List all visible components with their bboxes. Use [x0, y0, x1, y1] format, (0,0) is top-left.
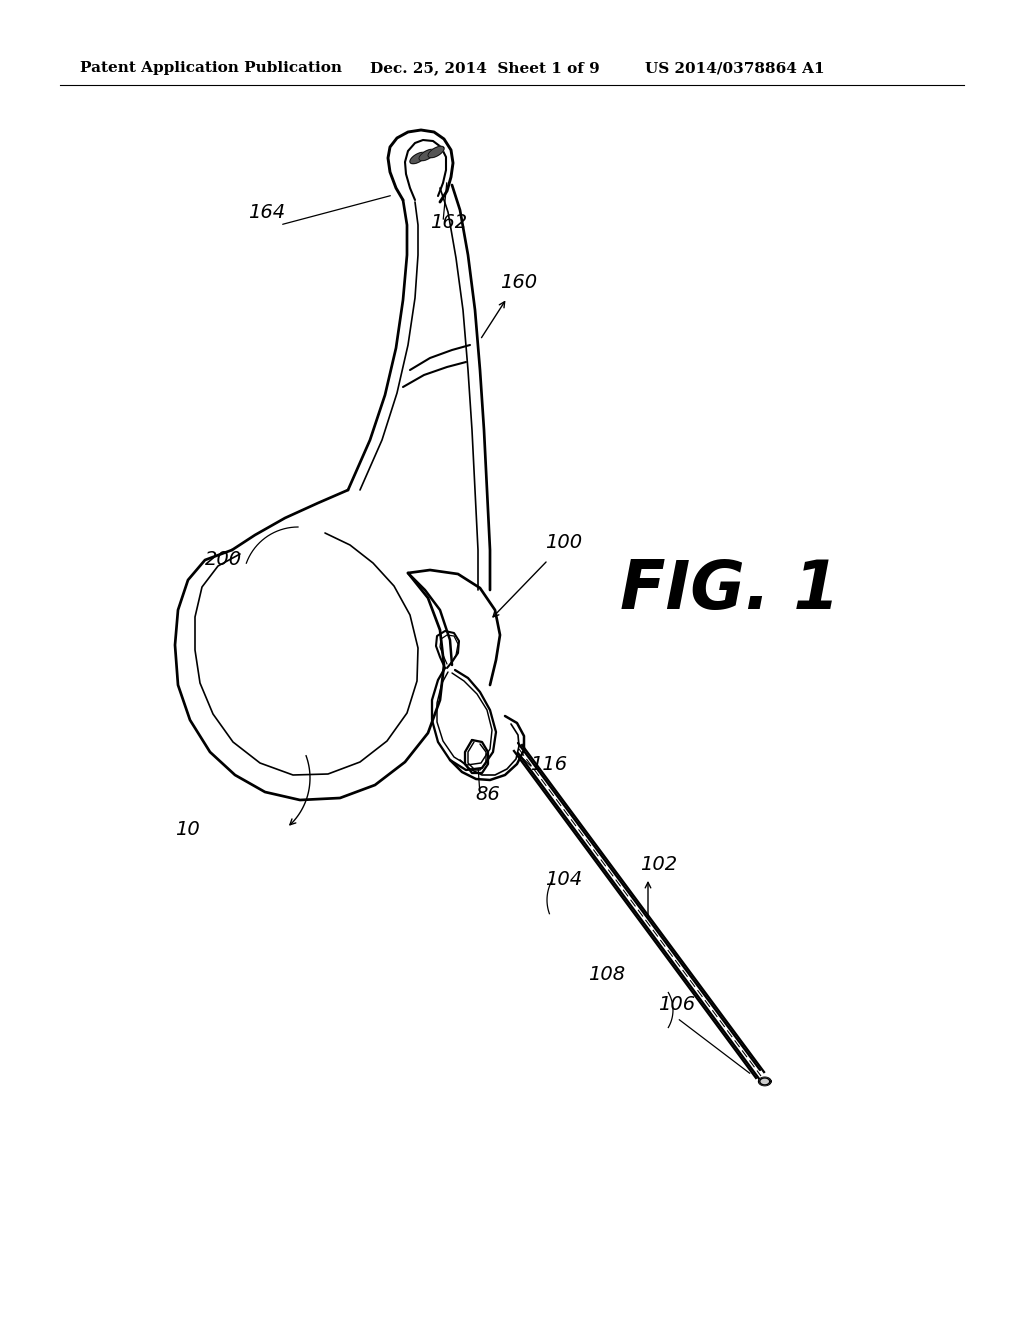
Text: 102: 102 [640, 855, 677, 874]
Text: 108: 108 [588, 965, 625, 983]
Text: 200: 200 [205, 550, 242, 569]
Text: 162: 162 [430, 213, 467, 232]
Text: FIG. 1: FIG. 1 [620, 557, 840, 623]
Polygon shape [410, 152, 426, 164]
Text: US 2014/0378864 A1: US 2014/0378864 A1 [645, 61, 824, 75]
Text: 106: 106 [658, 995, 695, 1014]
Text: 104: 104 [545, 870, 582, 888]
Polygon shape [419, 149, 435, 161]
Text: 160: 160 [500, 273, 538, 292]
Text: 10: 10 [175, 820, 200, 840]
Polygon shape [760, 1078, 770, 1085]
Text: 86: 86 [475, 785, 500, 804]
Text: Dec. 25, 2014  Sheet 1 of 9: Dec. 25, 2014 Sheet 1 of 9 [370, 61, 600, 75]
Text: 164: 164 [248, 203, 285, 222]
Polygon shape [428, 147, 444, 157]
Text: 116: 116 [530, 755, 567, 774]
Text: 100: 100 [545, 533, 582, 552]
Text: Patent Application Publication: Patent Application Publication [80, 61, 342, 75]
